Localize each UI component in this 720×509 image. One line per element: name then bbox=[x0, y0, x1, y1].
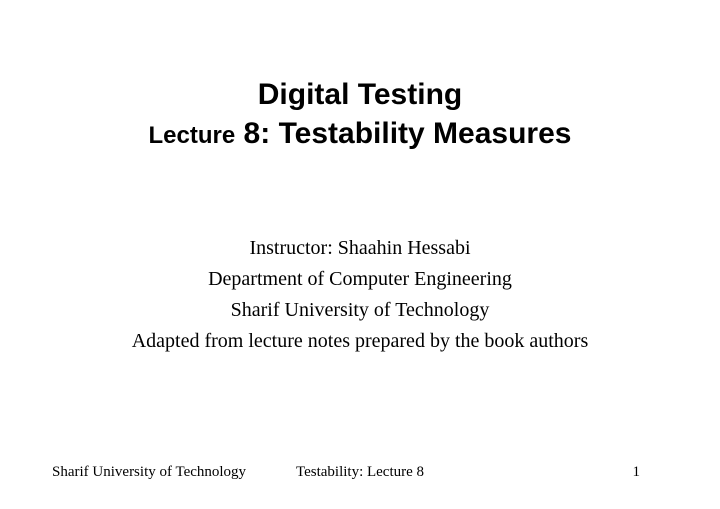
department-line: Department of Computer Engineering bbox=[50, 264, 670, 295]
lecture-title: Lecture 8: Testability Measures bbox=[50, 114, 670, 153]
instructor-line: Instructor: Shaahin Hessabi bbox=[50, 233, 670, 264]
title-block: Digital Testing Lecture 8: Testability M… bbox=[50, 75, 670, 153]
lecture-title-rest: 8: Testability Measures bbox=[235, 117, 571, 150]
footer-page-number: 1 bbox=[633, 464, 641, 481]
adapted-line: Adapted from lecture notes prepared by t… bbox=[50, 326, 670, 357]
slide-container: Digital Testing Lecture 8: Testability M… bbox=[0, 0, 720, 509]
course-title: Digital Testing bbox=[50, 75, 670, 114]
lecture-word: Lecture bbox=[149, 122, 236, 149]
footer-left: Sharif University of Technology bbox=[52, 464, 246, 481]
university-line: Sharif University of Technology bbox=[50, 295, 670, 326]
body-block: Instructor: Shaahin Hessabi Department o… bbox=[50, 233, 670, 357]
footer: Sharif University of Technology Testabil… bbox=[0, 464, 720, 481]
footer-center: Testability: Lecture 8 bbox=[296, 464, 424, 481]
